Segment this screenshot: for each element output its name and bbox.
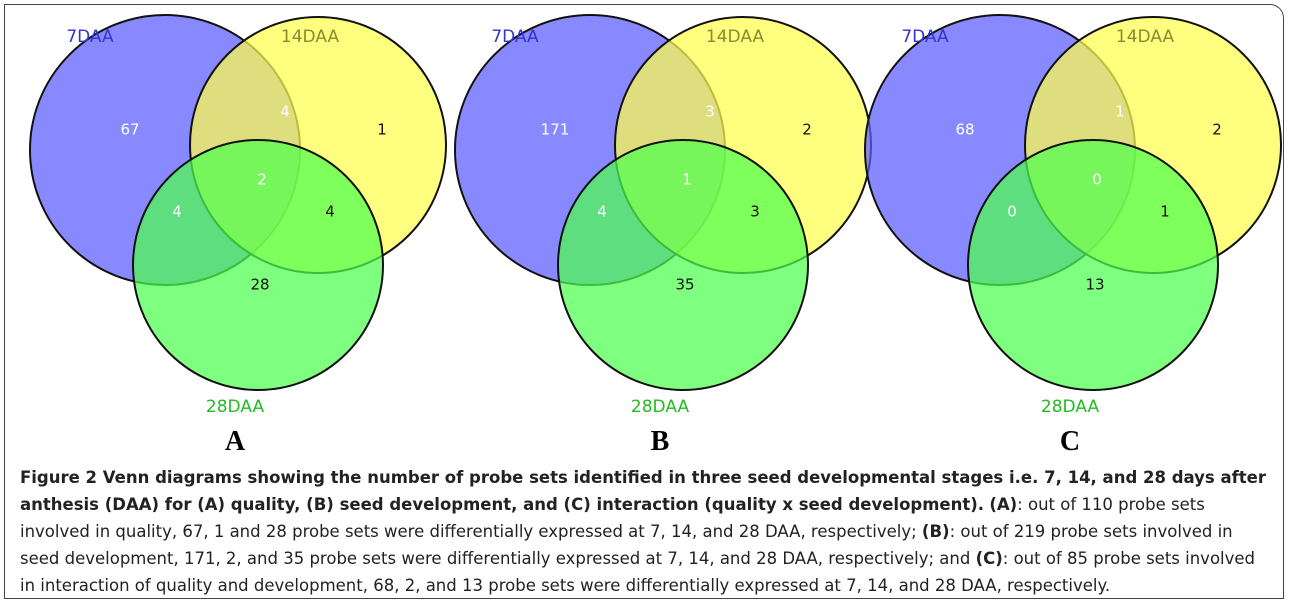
region-count: 1 (1160, 203, 1170, 221)
figure-number: Figure 2 (20, 468, 98, 487)
part-text: : out of 85 probe sets involved in inter… (20, 549, 1256, 595)
region-count: 4 (172, 203, 182, 221)
caption-title: Venn diagrams showing the number of prob… (20, 468, 1266, 514)
region-count: 3 (705, 103, 715, 121)
region-count: 2 (1212, 121, 1222, 139)
region-count: 3 (750, 203, 760, 221)
region-count: 68 (955, 121, 974, 139)
venn-panel: 7DAA 14DAA 28DAA 171 3 2 1 4 3 35 B (454, 14, 872, 457)
region-count: 0 (1007, 203, 1017, 221)
set-label: 14DAA (281, 27, 340, 47)
part-label: (A) (989, 495, 1018, 514)
set-label: 28DAA (631, 397, 690, 417)
region-count: 4 (325, 203, 335, 221)
panel-label: C (1060, 426, 1080, 457)
region-count: 1 (377, 121, 387, 139)
region-count: 4 (597, 203, 607, 221)
region-count: 171 (541, 121, 570, 139)
venn-panel: 7DAA 14DAA 28DAA 68 1 2 0 0 1 13 C (864, 14, 1282, 457)
part-text: : out of 110 probe sets involved in qual… (20, 495, 1205, 541)
part-label: (B) (921, 522, 950, 541)
region-count: 67 (120, 121, 139, 139)
region-count: 2 (257, 171, 267, 189)
set-label: 28DAA (1041, 397, 1100, 417)
region-count: 1 (1115, 103, 1125, 121)
panel-label: A (225, 426, 246, 457)
set-circle (132, 139, 384, 391)
region-count: 0 (1092, 171, 1102, 189)
caption-parts: (A): out of 110 probe sets involved in q… (20, 495, 1255, 595)
set-label: 7DAA (491, 27, 539, 47)
region-count: 4 (280, 103, 290, 121)
region-count: 1 (682, 171, 692, 189)
region-count: 2 (802, 121, 812, 139)
venn-panel: 7DAA 14DAA 28DAA 67 4 1 2 4 4 28 A (29, 14, 447, 457)
set-circle (557, 139, 809, 391)
region-count: 28 (250, 276, 269, 294)
panel-label: B (651, 426, 670, 457)
set-circle (967, 139, 1219, 391)
part-text: : out of 219 probe sets involved in seed… (20, 522, 1233, 568)
region-count: 13 (1085, 276, 1104, 294)
set-label: 14DAA (1116, 27, 1175, 47)
set-label: 7DAA (901, 27, 949, 47)
region-count: 35 (675, 276, 694, 294)
caption: Figure 2 Venn diagrams showing the numbe… (20, 464, 1275, 599)
set-label: 28DAA (206, 397, 265, 417)
figure-frame (4, 4, 1284, 599)
set-label: 14DAA (706, 27, 765, 47)
set-label: 7DAA (66, 27, 114, 47)
part-label: (C) (975, 549, 1003, 568)
